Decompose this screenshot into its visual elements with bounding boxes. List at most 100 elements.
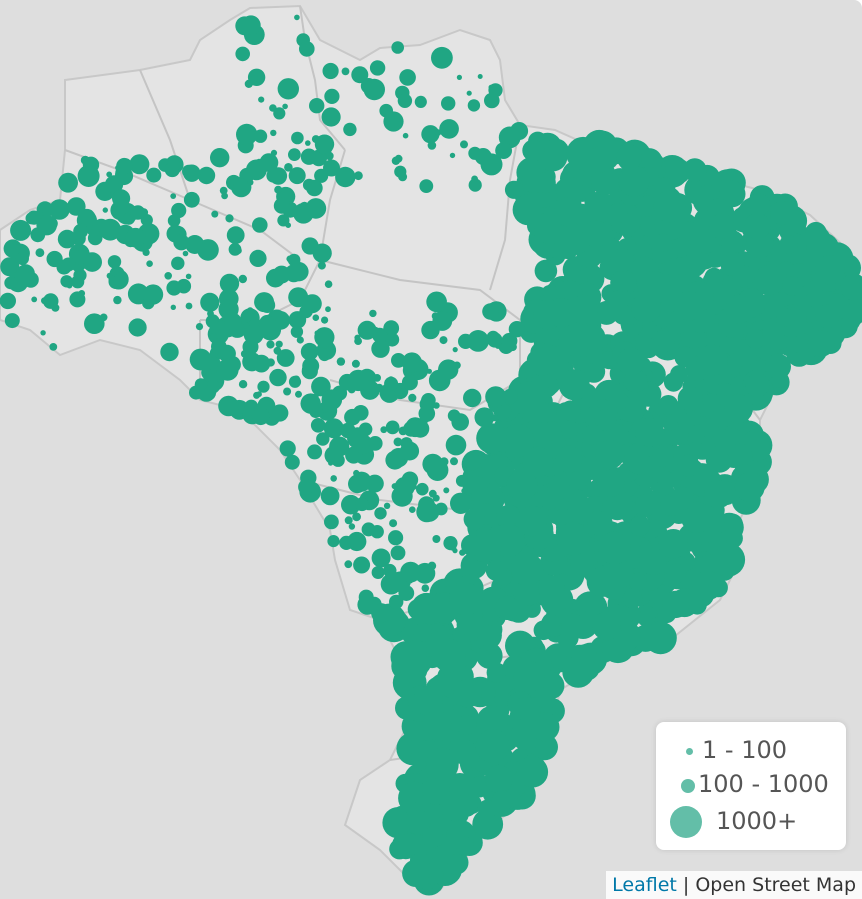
case-marker[interactable]: [456, 715, 477, 735]
case-marker[interactable]: [244, 79, 253, 88]
case-marker[interactable]: [4, 313, 20, 329]
case-marker[interactable]: [450, 492, 472, 514]
case-marker[interactable]: [371, 339, 390, 358]
case-marker[interactable]: [629, 515, 650, 537]
case-marker[interactable]: [477, 799, 496, 819]
case-marker[interactable]: [310, 418, 326, 433]
case-marker[interactable]: [0, 292, 16, 310]
case-marker[interactable]: [323, 418, 344, 439]
case-marker[interactable]: [528, 347, 557, 376]
case-marker[interactable]: [745, 329, 766, 349]
case-marker[interactable]: [719, 331, 742, 355]
case-marker[interactable]: [639, 547, 667, 576]
case-marker[interactable]: [294, 14, 300, 21]
case-marker[interactable]: [561, 613, 586, 639]
case-marker[interactable]: [288, 375, 302, 388]
case-marker[interactable]: [274, 185, 283, 194]
case-marker[interactable]: [129, 154, 150, 175]
case-marker[interactable]: [466, 90, 472, 96]
case-marker[interactable]: [146, 260, 153, 268]
case-marker[interactable]: [321, 107, 341, 127]
case-marker[interactable]: [408, 393, 417, 402]
case-marker[interactable]: [474, 148, 492, 165]
case-marker[interactable]: [252, 354, 271, 373]
case-marker[interactable]: [488, 84, 494, 90]
case-marker[interactable]: [269, 368, 287, 387]
case-marker[interactable]: [432, 638, 466, 673]
case-marker[interactable]: [400, 387, 407, 394]
case-marker[interactable]: [336, 357, 346, 366]
case-marker[interactable]: [317, 261, 326, 270]
case-marker[interactable]: [250, 75, 259, 83]
case-marker[interactable]: [531, 718, 553, 741]
case-marker[interactable]: [447, 854, 467, 874]
case-marker[interactable]: [275, 340, 283, 348]
case-marker[interactable]: [456, 74, 462, 80]
case-marker[interactable]: [582, 220, 610, 248]
case-marker[interactable]: [299, 41, 315, 57]
case-marker[interactable]: [347, 369, 369, 392]
case-marker[interactable]: [35, 248, 45, 258]
case-marker[interactable]: [225, 214, 234, 223]
case-marker[interactable]: [371, 548, 391, 568]
case-marker[interactable]: [46, 250, 63, 268]
case-marker[interactable]: [210, 148, 230, 168]
case-marker[interactable]: [455, 474, 468, 487]
case-marker[interactable]: [170, 193, 177, 200]
case-marker[interactable]: [330, 475, 338, 482]
case-marker[interactable]: [670, 486, 695, 510]
case-marker[interactable]: [106, 171, 113, 178]
case-marker[interactable]: [538, 575, 565, 602]
case-marker[interactable]: [449, 582, 483, 616]
case-marker[interactable]: [765, 353, 791, 380]
case-marker[interactable]: [416, 482, 429, 496]
case-marker[interactable]: [674, 291, 704, 321]
case-marker[interactable]: [105, 175, 124, 194]
case-marker[interactable]: [513, 660, 545, 693]
case-marker[interactable]: [287, 253, 301, 267]
case-marker[interactable]: [471, 175, 478, 183]
case-marker[interactable]: [421, 320, 440, 340]
case-marker[interactable]: [413, 686, 443, 716]
case-marker[interactable]: [195, 323, 204, 331]
case-marker[interactable]: [354, 171, 363, 181]
case-marker[interactable]: [414, 95, 427, 108]
leaflet-link[interactable]: Leaflet: [612, 874, 677, 896]
case-marker[interactable]: [807, 330, 835, 357]
case-marker[interactable]: [522, 446, 554, 478]
case-marker[interactable]: [397, 93, 413, 109]
case-marker[interactable]: [344, 516, 353, 525]
case-marker[interactable]: [40, 330, 46, 336]
case-marker[interactable]: [327, 535, 340, 548]
case-marker[interactable]: [284, 454, 300, 470]
case-markers[interactable]: [0, 14, 862, 896]
case-marker[interactable]: [461, 534, 483, 557]
case-marker[interactable]: [657, 471, 676, 490]
case-marker[interactable]: [115, 165, 121, 171]
case-marker[interactable]: [347, 427, 369, 449]
case-marker[interactable]: [653, 190, 686, 223]
case-marker[interactable]: [389, 594, 404, 610]
case-marker[interactable]: [534, 259, 558, 283]
case-marker[interactable]: [455, 836, 474, 855]
case-marker[interactable]: [815, 304, 840, 329]
case-marker[interactable]: [324, 514, 339, 530]
case-marker[interactable]: [388, 390, 397, 399]
case-marker[interactable]: [300, 342, 319, 361]
case-marker[interactable]: [747, 193, 771, 217]
case-marker[interactable]: [192, 194, 199, 201]
case-marker[interactable]: [4, 276, 18, 290]
case-marker[interactable]: [555, 445, 583, 473]
case-marker[interactable]: [296, 336, 304, 344]
case-marker[interactable]: [73, 245, 80, 251]
case-marker[interactable]: [228, 243, 242, 256]
case-marker[interactable]: [290, 325, 304, 338]
case-marker[interactable]: [547, 477, 570, 500]
case-marker[interactable]: [409, 506, 416, 513]
case-marker[interactable]: [288, 148, 301, 162]
case-marker[interactable]: [309, 98, 325, 114]
case-marker[interactable]: [295, 390, 302, 398]
case-marker[interactable]: [699, 418, 719, 438]
case-marker[interactable]: [495, 142, 512, 160]
case-marker[interactable]: [277, 78, 299, 100]
